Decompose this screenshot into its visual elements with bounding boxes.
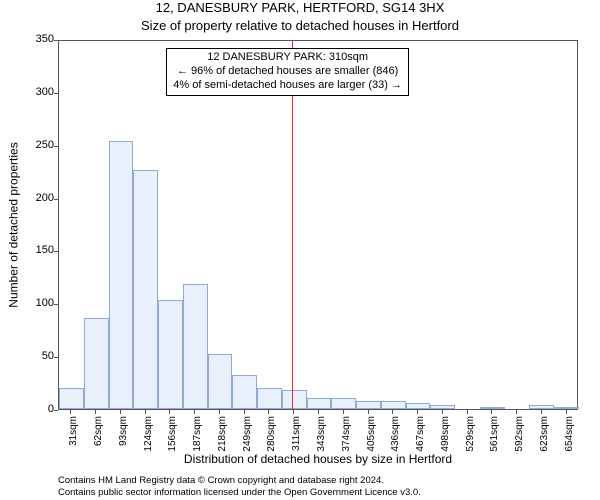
histogram-bar — [133, 170, 158, 409]
histogram-bar — [381, 401, 406, 409]
x-tick-label: 498sqm — [440, 416, 451, 456]
x-tick-mark — [169, 410, 170, 414]
histogram-bar — [529, 405, 554, 409]
histogram-bar — [158, 300, 183, 409]
y-tick-mark — [54, 93, 58, 94]
x-tick-mark — [244, 410, 245, 414]
annotation-line2: ← 96% of detached houses are smaller (84… — [173, 65, 402, 79]
y-tick-mark — [54, 199, 58, 200]
x-tick-label: 529sqm — [465, 416, 476, 456]
x-tick-mark — [70, 410, 71, 414]
histogram-bar — [356, 401, 381, 409]
x-tick-mark — [566, 410, 567, 414]
histogram-bar — [282, 390, 307, 409]
x-tick-mark — [120, 410, 121, 414]
x-tick-label: 343sqm — [316, 416, 327, 456]
histogram-bar — [406, 403, 431, 409]
chart-title-line2: Size of property relative to detached ho… — [0, 18, 600, 33]
y-tick-label: 200 — [24, 192, 54, 204]
x-tick-mark — [368, 410, 369, 414]
histogram-bar — [430, 405, 455, 409]
x-tick-label: 654sqm — [564, 416, 575, 456]
y-tick-label: 50 — [24, 350, 54, 362]
x-tick-mark — [145, 410, 146, 414]
x-tick-label: 280sqm — [266, 416, 277, 456]
x-tick-mark — [417, 410, 418, 414]
y-tick-mark — [54, 410, 58, 411]
chart-title-line1: 12, DANESBURY PARK, HERTFORD, SG14 3HX — [0, 0, 600, 15]
histogram-bar — [84, 318, 109, 409]
x-tick-label: 156sqm — [167, 416, 178, 456]
y-tick-mark — [54, 251, 58, 252]
annotation-line3: 4% of semi-detached houses are larger (3… — [173, 79, 402, 93]
x-tick-label: 249sqm — [242, 416, 253, 456]
x-tick-mark — [467, 410, 468, 414]
plot-area: 12 DANESBURY PARK: 310sqm← 96% of detach… — [58, 40, 578, 410]
x-tick-label: 187sqm — [192, 416, 203, 456]
x-tick-label: 623sqm — [539, 416, 550, 456]
x-tick-label: 592sqm — [514, 416, 525, 456]
y-tick-mark — [54, 146, 58, 147]
x-tick-label: 374sqm — [341, 416, 352, 456]
y-tick-label: 350 — [24, 33, 54, 45]
x-tick-label: 467sqm — [415, 416, 426, 456]
footnote: Contains HM Land Registry data © Crown c… — [58, 475, 578, 498]
x-tick-mark — [491, 410, 492, 414]
footnote-line2: Contains public sector information licen… — [58, 487, 578, 498]
histogram-bar — [109, 141, 134, 410]
histogram-bar — [257, 388, 282, 409]
x-tick-mark — [541, 410, 542, 414]
x-tick-label: 124sqm — [143, 416, 154, 456]
histogram-bar — [208, 354, 233, 409]
annotation-box: 12 DANESBURY PARK: 310sqm← 96% of detach… — [166, 48, 409, 95]
y-axis-label: Number of detached properties — [6, 40, 22, 410]
y-tick-mark — [54, 304, 58, 305]
x-tick-mark — [219, 410, 220, 414]
y-tick-label: 300 — [24, 86, 54, 98]
x-tick-label: 561sqm — [489, 416, 500, 456]
x-tick-label: 31sqm — [68, 416, 79, 456]
x-tick-mark — [392, 410, 393, 414]
x-tick-label: 436sqm — [390, 416, 401, 456]
marker-line — [292, 41, 293, 409]
y-axis-label-text: Number of detached properties — [7, 142, 21, 307]
x-tick-mark — [318, 410, 319, 414]
x-tick-mark — [268, 410, 269, 414]
x-tick-mark — [95, 410, 96, 414]
x-tick-mark — [194, 410, 195, 414]
histogram-bar — [232, 375, 257, 409]
y-tick-label: 150 — [24, 244, 54, 256]
x-tick-mark — [442, 410, 443, 414]
x-tick-label: 62sqm — [93, 416, 104, 456]
y-tick-mark — [54, 357, 58, 358]
x-tick-mark — [516, 410, 517, 414]
x-tick-mark — [293, 410, 294, 414]
x-tick-mark — [343, 410, 344, 414]
histogram-bar — [183, 284, 208, 409]
histogram-bar — [331, 398, 356, 409]
annotation-line1: 12 DANESBURY PARK: 310sqm — [173, 51, 402, 65]
y-tick-mark — [54, 40, 58, 41]
x-tick-label: 93sqm — [118, 416, 129, 456]
histogram-bar — [480, 407, 505, 409]
y-tick-label: 100 — [24, 297, 54, 309]
x-tick-label: 311sqm — [291, 416, 302, 456]
y-tick-label: 250 — [24, 139, 54, 151]
footnote-line1: Contains HM Land Registry data © Crown c… — [58, 475, 578, 486]
histogram-bar — [307, 398, 332, 409]
x-tick-label: 405sqm — [366, 416, 377, 456]
x-tick-label: 218sqm — [217, 416, 228, 456]
y-tick-label: 0 — [24, 403, 54, 415]
histogram-bar — [59, 388, 84, 409]
histogram-bar — [554, 407, 579, 409]
